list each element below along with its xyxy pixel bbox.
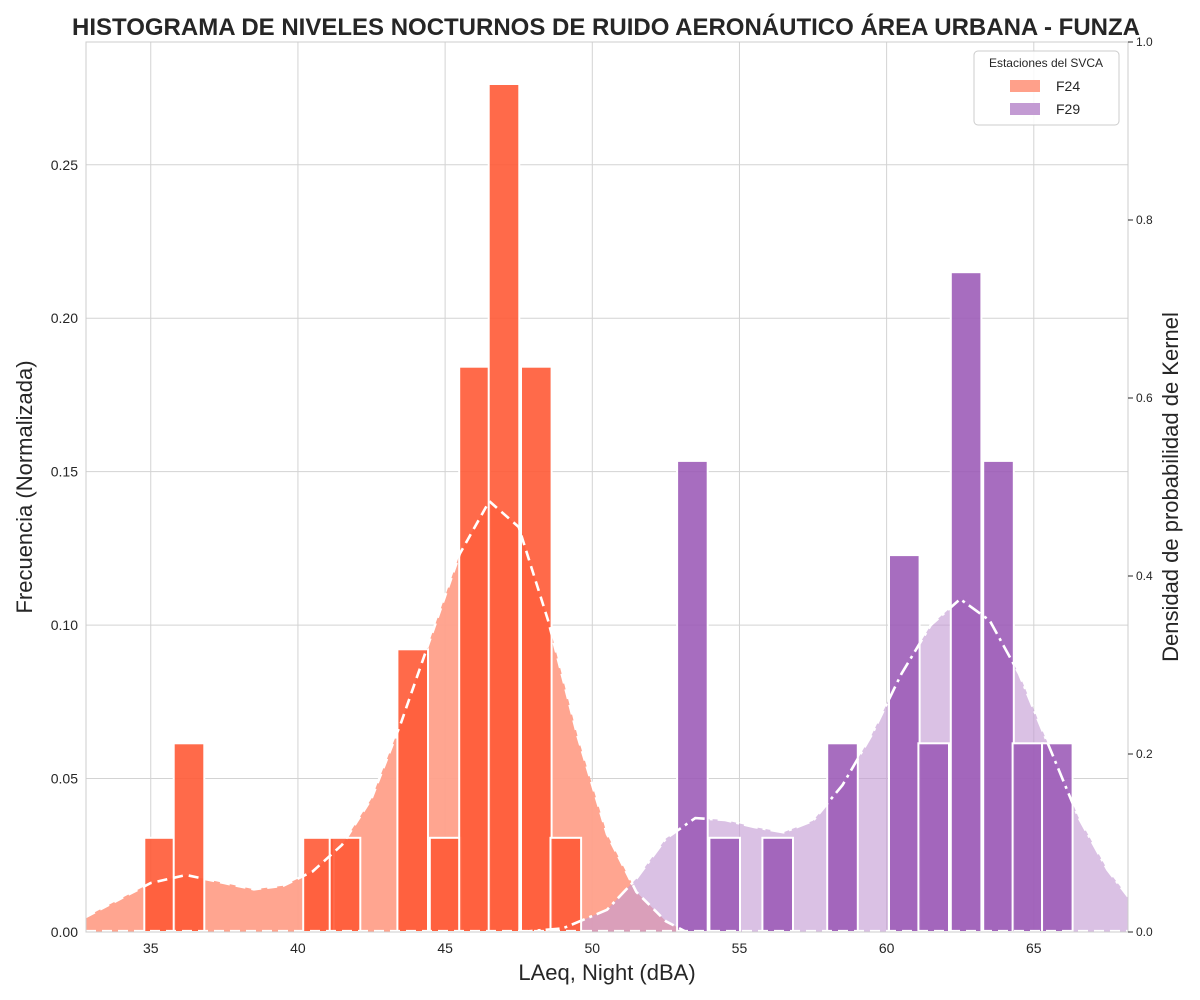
kde-curves xyxy=(85,499,1130,934)
bar-f29-2 xyxy=(761,836,795,933)
bar-f29-1 xyxy=(708,836,742,933)
x-tick-label-4: 55 xyxy=(732,940,748,956)
bar-f24-1 xyxy=(172,742,206,933)
y-tick-label-4: 0.20 xyxy=(51,310,78,326)
right-y-tick-label-4: 0.8 xyxy=(1136,213,1153,227)
bar-f24-5 xyxy=(428,836,462,933)
y-tick-label-0: 0.00 xyxy=(51,924,78,940)
legend-swatch-f29 xyxy=(1010,103,1040,115)
right-y-axis-label: Densidad de probabilidad de Kernel xyxy=(1158,312,1183,662)
x-tick-label-0: 35 xyxy=(143,940,159,956)
y-tick-label-1: 0.05 xyxy=(51,771,78,787)
x-tick-label-1: 40 xyxy=(290,940,306,956)
bar-f29-0 xyxy=(676,459,709,933)
bar-f24-3 xyxy=(328,836,362,933)
bar-f24-4 xyxy=(396,648,429,933)
legend: Estaciones del SVCA F24 F29 xyxy=(973,50,1120,126)
x-axis-ticks: 35 40 45 50 55 60 65 xyxy=(143,940,1042,956)
legend-swatch-f24 xyxy=(1010,80,1040,92)
bar-f29-4 xyxy=(888,554,921,933)
histogram-bars xyxy=(143,83,1074,933)
legend-label-f29: F29 xyxy=(1056,101,1080,117)
bar-f29-9 xyxy=(1041,742,1074,933)
x-tick-label-2: 45 xyxy=(437,940,453,956)
y-tick-label-3: 0.15 xyxy=(51,464,78,480)
plot-frame xyxy=(85,41,1129,933)
bar-f24-0 xyxy=(143,836,176,933)
bar-f29-7 xyxy=(982,459,1015,933)
kde-line-f24 xyxy=(85,499,688,934)
right-y-tick-label-0: 0.0 xyxy=(1136,925,1153,939)
chart-title: HISTOGRAMA DE NIVELES NOCTURNOS DE RUIDO… xyxy=(72,13,1140,41)
x-tick-label-5: 60 xyxy=(879,940,895,956)
x-tick-label-6: 65 xyxy=(1026,940,1042,956)
bar-f24-9 xyxy=(549,836,583,933)
bar-f29-5 xyxy=(917,742,951,933)
y-tick-label-2: 0.10 xyxy=(51,617,78,633)
x-axis-label: LAeq, Night (dBA) xyxy=(518,960,695,985)
bar-f29-8 xyxy=(1011,742,1045,933)
right-y-axis-ticks: 0.0 0.2 0.4 0.6 0.8 1.0 xyxy=(1128,35,1153,939)
y-axis-ticks: 0.00 0.05 0.10 0.15 0.20 0.25 xyxy=(51,157,78,940)
right-y-tick-label-2: 0.4 xyxy=(1136,569,1153,583)
legend-label-f24: F24 xyxy=(1056,78,1080,94)
legend-title: Estaciones del SVCA xyxy=(989,56,1103,70)
bar-f29-3 xyxy=(826,742,859,933)
bar-f24-8 xyxy=(520,365,553,933)
right-y-tick-label-3: 0.6 xyxy=(1136,391,1153,405)
x-tick-label-3: 50 xyxy=(584,940,600,956)
bar-f24-7 xyxy=(487,83,521,933)
right-y-tick-label-1: 0.2 xyxy=(1136,747,1153,761)
y-axis-label: Frecuencia (Normalizada) xyxy=(12,360,37,613)
kde-line-f29 xyxy=(518,597,1130,934)
y-tick-label-5: 0.25 xyxy=(51,157,78,173)
right-y-tick-label-5: 1.0 xyxy=(1136,35,1153,49)
bar-f24-6 xyxy=(458,365,491,933)
